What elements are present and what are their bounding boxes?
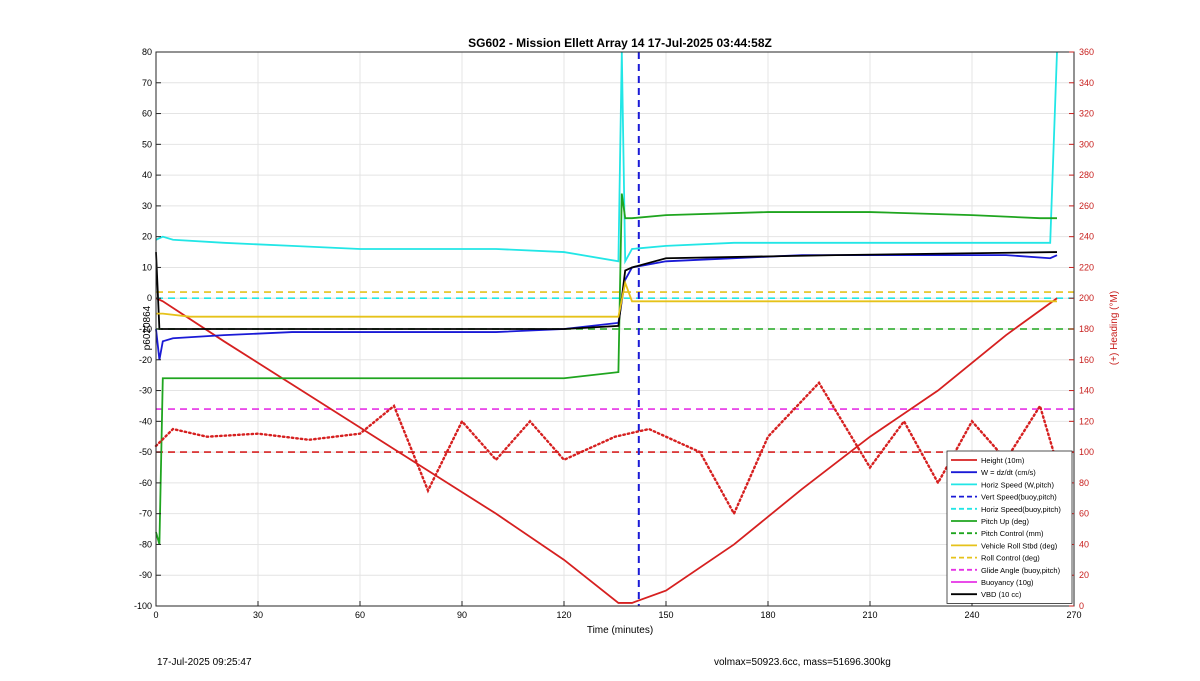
legend-label: Vert Speed(buoy,pitch) [981, 493, 1057, 502]
y-tick-label: -50 [139, 447, 152, 457]
footer-timestamp: 17-Jul-2025 09:25:47 [157, 657, 252, 668]
y-right-tick-label: 280 [1079, 170, 1094, 180]
y-right-tick-label: 160 [1079, 355, 1094, 365]
y-right-tick-label: 120 [1079, 416, 1094, 426]
y-right-tick-label: 220 [1079, 262, 1094, 272]
y-right-tick-label: 180 [1079, 324, 1094, 334]
x-tick-label: 30 [253, 610, 263, 620]
x-tick-label: 270 [1066, 610, 1081, 620]
series-vbd-10-cc [155, 251, 1058, 330]
legend-label: W = dz/dt (cm/s) [981, 468, 1036, 477]
y-right-tick-label: 140 [1079, 386, 1094, 396]
legend-label: Horiz Speed (W,pitch) [981, 480, 1054, 489]
series-vehicle-roll-stbd-deg [156, 279, 1057, 318]
y-axis-label: p6020864 [142, 305, 153, 350]
y-right-tick-label: 100 [1079, 447, 1094, 457]
y-tick-label: -70 [139, 509, 152, 519]
y-tick-label: -60 [139, 478, 152, 488]
y-tick-label: -30 [139, 386, 152, 396]
axes: 0 30 60 90 120 150 180 210 240 270-100-90-80-70-6… [134, 47, 1094, 620]
y-tick-label: 50 [142, 139, 152, 149]
y-tick-label: 0 [147, 293, 152, 303]
y-right-tick-label: 300 [1079, 139, 1094, 149]
y-tick-label: 20 [142, 232, 152, 242]
y-tick-label: -10 [139, 324, 152, 334]
y-right-tick-label: 320 [1079, 109, 1094, 119]
series-horiz-speed-w-pitch [155, 51, 1058, 265]
y-right-tick-label: 20 [1079, 570, 1089, 580]
x-tick-label: 120 [556, 610, 571, 620]
y-tick-label: 60 [142, 109, 152, 119]
legend-label: Height (10m) [981, 456, 1025, 465]
legend-label: Pitch Control (mm) [981, 529, 1044, 538]
legend: Height (10m) W = dz/dt (cm/s) Horiz Speed … [946, 450, 1073, 604]
y-right-tick-label: 360 [1079, 47, 1094, 57]
y-axis-right-label: (+) Heading (°M) [1109, 291, 1120, 365]
legend-label: Horiz Speed(buoy,pitch) [981, 505, 1061, 514]
y-right-tick-label: 200 [1079, 293, 1094, 303]
x-tick-label: 150 [658, 610, 673, 620]
y-tick-label: -80 [139, 539, 152, 549]
y-right-tick-label: 0 [1079, 601, 1084, 611]
x-tick-label: 60 [355, 610, 365, 620]
footer-volmax-mass: volmax=50923.6cc, mass=51696.300kg [714, 657, 891, 668]
y-tick-label: -90 [139, 570, 152, 580]
x-tick-label: 0 [153, 610, 158, 620]
series-heading-m [154, 380, 1062, 517]
x-tick-label: 180 [760, 610, 775, 620]
x-tick-label: 90 [457, 610, 467, 620]
y-right-tick-label: 40 [1079, 539, 1089, 549]
legend-label: Buoyancy (10g) [981, 578, 1034, 587]
y-right-tick-label: 60 [1079, 509, 1089, 519]
series-layer [154, 51, 1062, 604]
y-right-tick-label: 240 [1079, 232, 1094, 242]
legend-label: Roll Control (deg) [981, 554, 1040, 563]
legend-label: Glide Angle (buoy,pitch) [981, 566, 1061, 575]
legend-box [946, 450, 1073, 604]
x-axis-label: Time (minutes) [587, 625, 653, 636]
chart-title: SG602 - Mission Ellett Array 14 17-Jul-2… [468, 36, 772, 50]
y-tick-label: -40 [139, 416, 152, 426]
legend-label: Pitch Up (deg) [981, 517, 1029, 526]
y-right-tick-label: 340 [1079, 78, 1094, 88]
y-tick-label: 30 [142, 201, 152, 211]
y-tick-label: -100 [134, 601, 152, 611]
y-tick-label: 40 [142, 170, 152, 180]
y-tick-label: -20 [139, 355, 152, 365]
y-tick-label: 10 [142, 262, 152, 272]
y-tick-label: 80 [142, 47, 152, 57]
x-tick-label: 240 [964, 610, 979, 620]
reference-lines [156, 52, 1074, 606]
series-height-10m [155, 297, 1058, 604]
legend-label: VBD (10 cc) [981, 590, 1022, 599]
x-tick-label: 210 [862, 610, 877, 620]
y-tick-label: 70 [142, 78, 152, 88]
legend-label: Vehicle Roll Stbd (deg) [981, 541, 1058, 550]
series-w-dz-dt-cm-s [155, 254, 1058, 360]
y-right-tick-label: 260 [1079, 201, 1094, 211]
series-pitch-up-deg [155, 193, 1057, 545]
y-right-tick-label: 80 [1079, 478, 1089, 488]
